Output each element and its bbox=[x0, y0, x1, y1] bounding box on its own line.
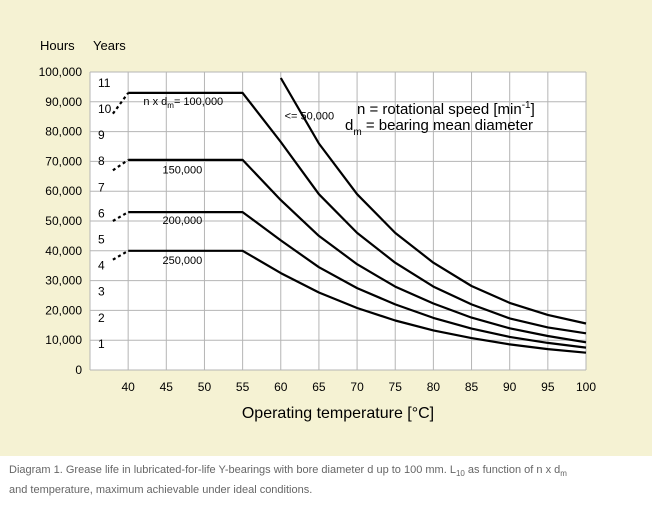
legend-rotational-speed: n = rotational speed [min-1] bbox=[357, 100, 535, 118]
years-tick-label: 1 bbox=[98, 337, 105, 351]
y-tick-label: 80,000 bbox=[45, 125, 82, 139]
years-tick-label: 11 bbox=[98, 76, 111, 90]
y-tick-label: 20,000 bbox=[45, 303, 82, 317]
curve-label: 200,000 bbox=[162, 215, 202, 227]
y-tick-label: 60,000 bbox=[45, 184, 82, 198]
y-tick-label: 70,000 bbox=[45, 154, 82, 168]
x-tick-label: 45 bbox=[160, 380, 174, 394]
years-tick-label: 7 bbox=[98, 180, 105, 194]
x-tick-label: 65 bbox=[312, 380, 326, 394]
years-tick-label: 10 bbox=[98, 102, 112, 116]
curve-labels: <= 50,000 n x dm= 100,000 150,000 200,000 25… bbox=[143, 96, 334, 267]
years-tick-label: 3 bbox=[98, 285, 105, 299]
curve-150000 bbox=[128, 158, 587, 344]
x-tick-label: 100 bbox=[576, 380, 596, 394]
x-axis-ticks: 40 45 50 55 60 65 70 75 80 85 90 95 100 bbox=[121, 380, 596, 394]
years-tick-label: 6 bbox=[98, 206, 105, 220]
y-axis-years-ticks: 1 2 3 4 5 6 7 8 9 10 11 bbox=[98, 76, 112, 351]
x-tick-label: 60 bbox=[274, 380, 288, 394]
y-tick-label: 30,000 bbox=[45, 274, 82, 288]
curve-50000 bbox=[279, 77, 587, 325]
legend-bearing-diameter: dm = bearing mean diameter bbox=[345, 117, 533, 138]
y-axis-hours-ticks: 0 10,000 20,000 30,000 40,000 50,000 60,000 70,… bbox=[39, 65, 83, 377]
curve-label: <= 50,000 bbox=[285, 111, 335, 123]
years-tick-label: 2 bbox=[98, 311, 105, 325]
figure-caption: Diagram 1. Grease life in lubricated-for… bbox=[9, 464, 567, 497]
x-tick-label: 70 bbox=[350, 380, 364, 394]
years-tick-label: 8 bbox=[98, 154, 105, 168]
curve-label: n x dm= 100,000 bbox=[143, 96, 223, 110]
y-tick-label: 90,000 bbox=[45, 95, 82, 109]
y-tick-label: 50,000 bbox=[45, 214, 82, 228]
curve-250000 bbox=[128, 249, 587, 354]
x-tick-label: 40 bbox=[121, 380, 135, 394]
x-tick-label: 50 bbox=[198, 380, 212, 394]
x-tick-label: 90 bbox=[503, 380, 517, 394]
x-tick-label: 80 bbox=[427, 380, 441, 394]
x-tick-label: 55 bbox=[236, 380, 250, 394]
curve-label: 250,000 bbox=[162, 255, 202, 267]
x-axis-label: Operating temperature [°C] bbox=[242, 405, 434, 422]
y-tick-label: 100,000 bbox=[39, 65, 83, 79]
curve-label: 150,000 bbox=[162, 164, 202, 176]
y-tick-label: 40,000 bbox=[45, 244, 82, 258]
curve-dashed-200000 bbox=[112, 211, 129, 222]
y-axis-label-hours: Hours bbox=[40, 38, 75, 53]
y-tick-label: 0 bbox=[75, 363, 82, 377]
years-tick-label: 9 bbox=[98, 128, 105, 142]
y-tick-label: 10,000 bbox=[45, 333, 82, 347]
curve-dashed-100000 bbox=[112, 92, 130, 115]
curve-100000 bbox=[128, 91, 587, 335]
years-tick-label: 4 bbox=[98, 259, 105, 273]
x-tick-label: 95 bbox=[541, 380, 555, 394]
curves bbox=[112, 77, 587, 354]
x-tick-label: 75 bbox=[389, 380, 403, 394]
years-tick-label: 5 bbox=[98, 232, 105, 246]
chart-svg: 0 10,000 20,000 30,000 40,000 50,000 60,000 70,… bbox=[39, 38, 597, 422]
y-axis-label-years: Years bbox=[93, 38, 126, 53]
x-tick-label: 85 bbox=[465, 380, 479, 394]
curve-dashed-250000 bbox=[112, 249, 129, 261]
curve-200000 bbox=[128, 211, 587, 349]
